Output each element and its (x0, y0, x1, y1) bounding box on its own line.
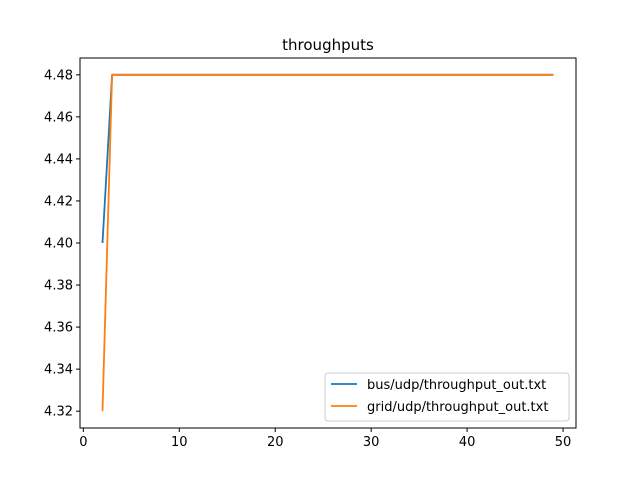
y-tick-label-6: 4.44 (44, 152, 73, 167)
y-tick-label-1: 4.34 (44, 363, 73, 378)
chart-title: throughputs (282, 36, 374, 54)
legend-box (324, 372, 570, 422)
y-tick-label-3: 4.38 (44, 279, 73, 294)
y-axis: 4.32 4.34 4.36 4.38 4.40 4.42 4.44 4.46 4.48 (44, 68, 80, 420)
y-tick-label-7: 4.46 (44, 110, 73, 125)
x-tick-label-10: 10 (171, 435, 188, 450)
x-tick-label-40: 40 (459, 435, 476, 450)
legend-label-grid: grid/udp/throughput_out.txt (367, 400, 548, 415)
x-tick-label-30: 30 (363, 435, 380, 450)
y-tick-label-5: 4.42 (44, 194, 73, 209)
legend-label-bus: bus/udp/throughput_out.txt (367, 378, 546, 393)
x-tick-label-20: 20 (267, 435, 284, 450)
y-tick-label-8: 4.48 (44, 68, 73, 83)
x-tick-label-50: 50 (555, 435, 572, 450)
series-lines (101, 73, 554, 412)
y-tick-label-4: 4.40 (44, 237, 73, 252)
y-tick-label-0: 4.32 (44, 405, 73, 420)
x-tick-label-0: 0 (79, 435, 87, 450)
series-line-1 (101, 73, 554, 412)
legend: bus/udp/throughput_out.txt grid/udp/thro… (324, 372, 570, 422)
x-axis: 0 10 20 30 40 50 (79, 428, 571, 450)
y-tick-label-2: 4.36 (44, 321, 73, 336)
